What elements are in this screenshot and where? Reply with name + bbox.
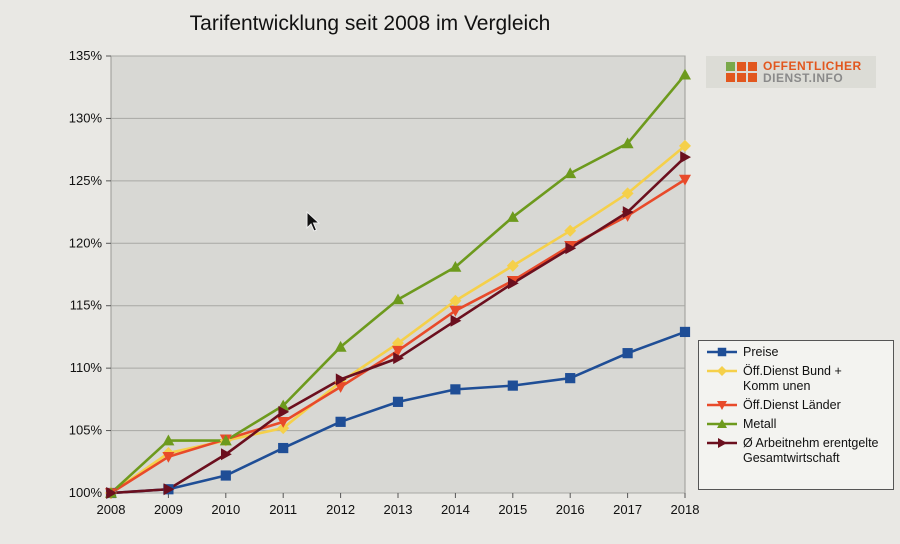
legend-item-0: Preise [705,345,889,360]
data-point-3-4 [334,340,347,352]
legend-item-2: Öff.Dienst Länder [705,398,889,413]
x-tick-label: 2010 [211,502,240,517]
y-tick-label: 135% [69,48,103,63]
data-point-3-10 [679,68,691,80]
logo-text: OFFENTLICHER DIENST.INFO [763,60,862,84]
data-point-4-10 [680,151,691,164]
data-point-4-4 [335,373,347,386]
data-point-3-7 [506,211,519,222]
y-axis-ticks: 100% 105% 110% 115% 120% 125% 130% 135% [69,48,111,500]
data-point-1-9 [621,187,634,200]
data-point-1-8 [564,224,577,237]
y-tick-label: 115% [70,298,103,313]
data-point-4-1 [163,483,175,496]
legend-label: Öff.Dienst Länder [743,398,841,412]
data-point-3-5 [392,293,404,305]
x-tick-label: 2015 [498,502,527,517]
data-point-4-7 [508,277,519,290]
legend-item-4: Ø Arbeitnehm erentgelte Gesamtwirtschaft [705,436,889,466]
series-markers [105,68,691,499]
data-point-1-7 [506,259,519,272]
logo-line-1: OFFENTLICHER [763,59,862,73]
data-point-3-2 [219,434,232,446]
data-point-0-3 [278,442,289,454]
data-point-2-3 [277,417,290,428]
x-tick-label: 2018 [671,502,700,517]
data-point-0-5 [392,396,404,407]
logo-line-2: DIENST.INFO [763,71,844,85]
data-point-0-7 [507,380,518,391]
mouse-pointer-icon [306,211,320,232]
x-tick-label: 2014 [441,502,470,517]
data-point-4-6 [450,314,462,327]
legend-swatch-icon [707,401,737,410]
data-point-2-4 [334,382,347,393]
plot-area [110,55,686,494]
data-point-3-1 [162,434,175,446]
legend-label: Öff.Dienst Bund + Komm unen [743,364,842,393]
data-point-4-2 [221,448,232,461]
legend-label: Preise [743,345,779,359]
x-tick-label: 2017 [613,502,642,517]
x-tick-label: 2012 [326,502,355,517]
data-point-0-4 [335,416,346,427]
y-tick-label: 130% [69,110,103,125]
legend-item-1: Öff.Dienst Bund + Komm unen [705,364,889,394]
legend-item-3: Metall [705,417,889,432]
gridlines [111,55,685,494]
data-point-0-2 [220,470,231,481]
chart-title: Tarifentwicklung seit 2008 im Vergleich [189,12,551,35]
data-point-3-9 [621,137,634,149]
x-tick-label: 2008 [97,502,126,517]
data-point-1-6 [449,294,462,307]
legend-swatch-icon [707,366,737,376]
data-point-4-3 [278,405,290,418]
data-point-2-5 [392,345,404,357]
y-tick-label: 100% [69,485,103,500]
data-point-4-0 [106,487,117,499]
data-point-2-10 [679,174,691,186]
data-point-0-6 [450,384,461,395]
x-tick-label: 2009 [154,502,183,517]
data-point-1-10 [679,139,691,152]
y-tick-label: 125% [69,173,103,188]
data-point-1-3 [277,422,290,435]
data-point-2-1 [162,451,175,463]
x-axis-ticks: 2008 2009 2010 2011 2012 2013 2014 2015 2016 2017… [97,493,700,517]
data-point-0-8 [565,373,576,384]
x-tick-label: 2016 [556,502,585,517]
legend-swatch-icon [707,419,737,428]
data-point-0-10 [679,326,691,338]
chart-legend: Preise Öff.Dienst Bund + Komm unen Öff.Die… [698,340,894,490]
data-point-2-6 [449,305,462,317]
y-tick-label: 120% [69,235,103,250]
logo-oeffentlicher-dienst: OFFENTLICHER DIENST.INFO [706,56,876,88]
x-tick-label: 2013 [384,502,413,517]
data-point-3-8 [564,167,577,179]
legend-swatch-icon [707,438,737,448]
data-point-4-8 [565,242,577,255]
data-point-3-6 [449,261,462,272]
x-tick-label: 2011 [269,502,297,517]
data-point-0-9 [622,348,633,359]
legend-label: Metall [743,417,777,431]
legend-label: Ø Arbeitnehm erentgelte Gesamtwirtschaft [743,436,879,465]
legend-swatch-icon [707,347,737,357]
y-tick-label: 110% [70,360,103,375]
data-point-4-5 [393,352,404,365]
y-tick-label: 105% [69,423,103,438]
logo-squares-icon [726,62,757,82]
data-point-4-9 [622,206,634,219]
